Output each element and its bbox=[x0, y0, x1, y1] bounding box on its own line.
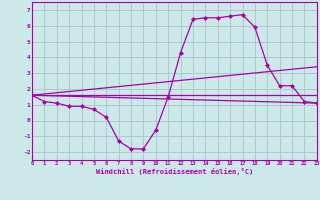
X-axis label: Windchill (Refroidissement éolien,°C): Windchill (Refroidissement éolien,°C) bbox=[96, 168, 253, 175]
